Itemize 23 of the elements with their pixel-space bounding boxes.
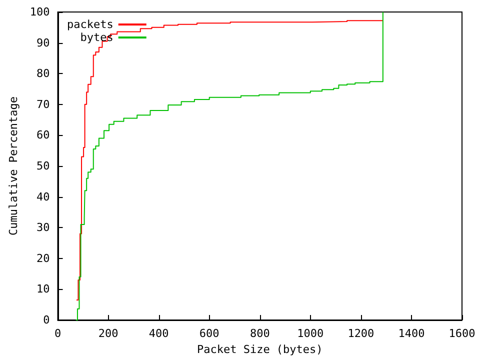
y-tick-label: 60: [36, 128, 50, 142]
x-tick-label: 1000: [297, 327, 324, 340]
x-tick-label: 800: [250, 327, 270, 340]
y-tick-label: 10: [36, 282, 50, 296]
y-axis-title: Cumulative Percentage: [7, 96, 20, 236]
y-tick-label: 70: [36, 98, 50, 111]
legend-label: packets: [67, 18, 114, 31]
y-tick-label: 40: [36, 190, 50, 204]
x-tick-label: 0: [54, 327, 62, 340]
y-tick-label: 20: [36, 252, 50, 265]
x-axis-title: Packet Size (bytes): [196, 342, 323, 356]
y-tick-label: 30: [36, 221, 50, 234]
x-tick-label: 400: [148, 327, 169, 340]
x-tick-label: 1200: [348, 327, 374, 340]
y-tick-label: 0: [43, 314, 50, 326]
y-tick-label: 100: [30, 6, 50, 18]
x-tick-label: 1400: [398, 327, 425, 340]
y-tick-label: 50: [36, 160, 50, 172]
y-tick-label: 90: [36, 36, 50, 50]
y-tick-label: 80: [36, 67, 50, 80]
x-tick-label: 1600: [448, 327, 476, 340]
x-tick-label: 600: [199, 327, 220, 340]
x-tick-label: 200: [98, 327, 118, 340]
